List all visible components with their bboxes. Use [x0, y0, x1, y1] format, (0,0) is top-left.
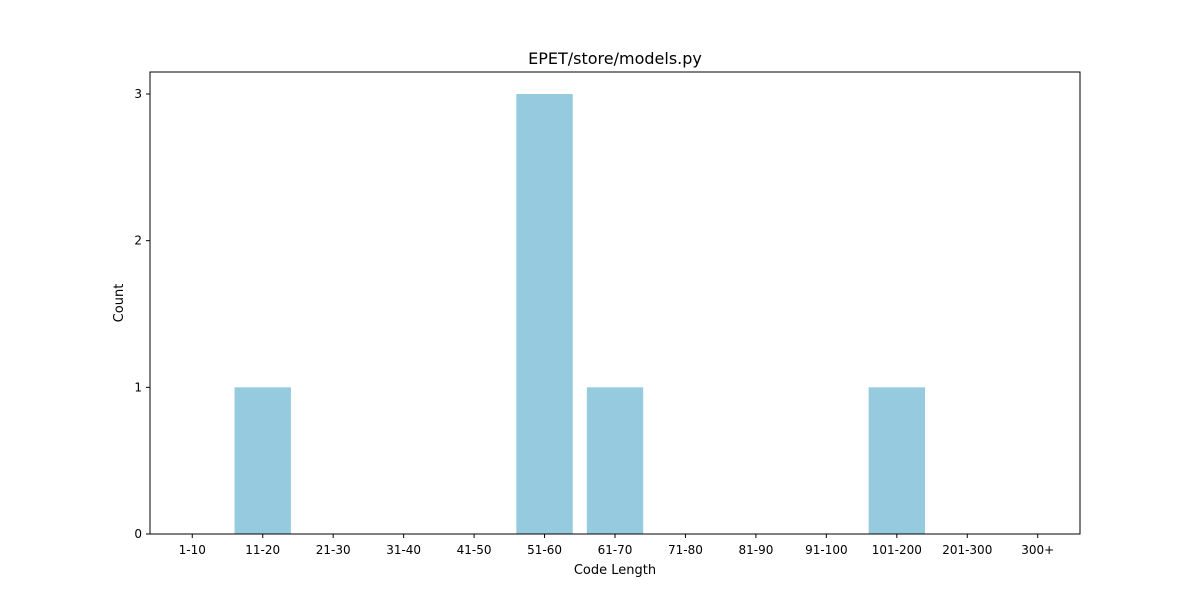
y-tick-label: 0	[134, 527, 142, 541]
bar-11-20	[234, 387, 291, 534]
bar-51-60	[516, 94, 573, 534]
bars-layer	[234, 94, 925, 534]
x-tick-label: 41-50	[457, 543, 492, 557]
y-tick-label: 3	[134, 87, 142, 101]
x-tick-label: 21-30	[316, 543, 351, 557]
x-tick-label: 51-60	[527, 543, 562, 557]
bar-61-70	[586, 387, 644, 534]
x-axis-label: Code Length	[574, 563, 656, 578]
x-tick-label: 300+	[1021, 543, 1054, 557]
bar-101-200	[868, 387, 925, 534]
x-tick-label: 1-10	[179, 543, 206, 557]
x-tick-label: 11-20	[245, 543, 280, 557]
y-axis: 0 1 2 3	[134, 87, 150, 541]
x-tick-label: 81-90	[738, 543, 773, 557]
x-tick-label: 31-40	[386, 543, 421, 557]
chart-title: EPET/store/models.py	[528, 49, 702, 68]
x-tick-label: 71-80	[668, 543, 703, 557]
y-tick-label: 1	[134, 380, 142, 394]
y-tick-label: 2	[134, 234, 142, 248]
x-tick-label: 61-70	[598, 543, 633, 557]
x-tick-label: 91-100	[805, 543, 848, 557]
x-tick-label: 201-300	[942, 543, 992, 557]
x-axis: 1-10 11-20 21-30 31-40 41-50 51-60 61-70 71-80 8…	[179, 534, 1054, 557]
x-tick-label: 101-200	[872, 543, 922, 557]
y-axis-label: Count	[112, 284, 127, 323]
